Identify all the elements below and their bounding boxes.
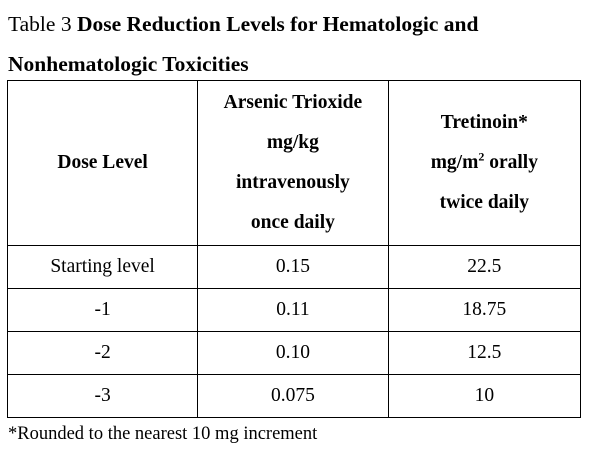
cell-dose-level: -3	[6, 374, 199, 418]
cell-dose-level: Starting level	[6, 245, 199, 289]
cell-arsenic: 0.10	[197, 331, 389, 375]
header-arsenic-line1: Arsenic Trioxide	[223, 92, 363, 113]
header-dose-level: Dose Level	[6, 80, 199, 246]
table-footnote: *Rounded to the nearest 10 mg increment	[8, 424, 318, 444]
cell-tretinoin: 22.5	[387, 245, 582, 289]
header-arsenic-line4: once daily	[250, 212, 335, 233]
cell-tretinoin: 10	[387, 374, 582, 418]
cell-tretinoin: 12.5	[387, 331, 582, 375]
cell-dose-level: -2	[6, 331, 199, 375]
header-tretinoin-unit-post: orally	[484, 152, 538, 173]
table-title-line1: Dose Reduction Levels for Hematologic an…	[76, 12, 479, 36]
table-row: -2 0.10 12.5	[6, 331, 582, 375]
dose-reduction-table: Dose Level Arsenic Trioxide mg/kg intrav…	[6, 80, 582, 418]
header-tretinoin-line3: twice daily	[439, 192, 529, 213]
cell-tretinoin: 18.75	[387, 288, 582, 332]
table-header-row: Dose Level Arsenic Trioxide mg/kg intrav…	[6, 80, 582, 246]
header-tretinoin-line1: Tretinoin*	[440, 112, 528, 133]
cell-arsenic: 0.11	[197, 288, 389, 332]
header-arsenic-line2: mg/kg	[266, 132, 319, 153]
table-label: Table 3	[8, 12, 72, 36]
header-tretinoin-unit-sup: 2	[478, 149, 485, 164]
table-row: -3 0.075 10	[6, 374, 582, 418]
table-title: Table 3 Dose Reduction Levels for Hemato…	[8, 4, 583, 84]
cell-arsenic: 0.15	[197, 245, 389, 289]
header-tretinoin: Tretinoin* mg/m2 orally twice daily	[387, 80, 582, 246]
table-row: -1 0.11 18.75	[6, 288, 582, 332]
table-row: Starting level 0.15 22.5	[6, 245, 582, 289]
table-title-line2: Nonhematologic Toxicities	[8, 52, 249, 76]
header-arsenic-trioxide: Arsenic Trioxide mg/kg intravenously onc…	[197, 80, 389, 246]
header-tretinoin-line2: mg/m2 orally	[389, 143, 580, 183]
header-arsenic-line3: intravenously	[236, 172, 350, 193]
header-tretinoin-unit-pre: mg/m	[430, 152, 479, 173]
cell-dose-level: -1	[6, 288, 199, 332]
cell-arsenic: 0.075	[197, 374, 389, 418]
